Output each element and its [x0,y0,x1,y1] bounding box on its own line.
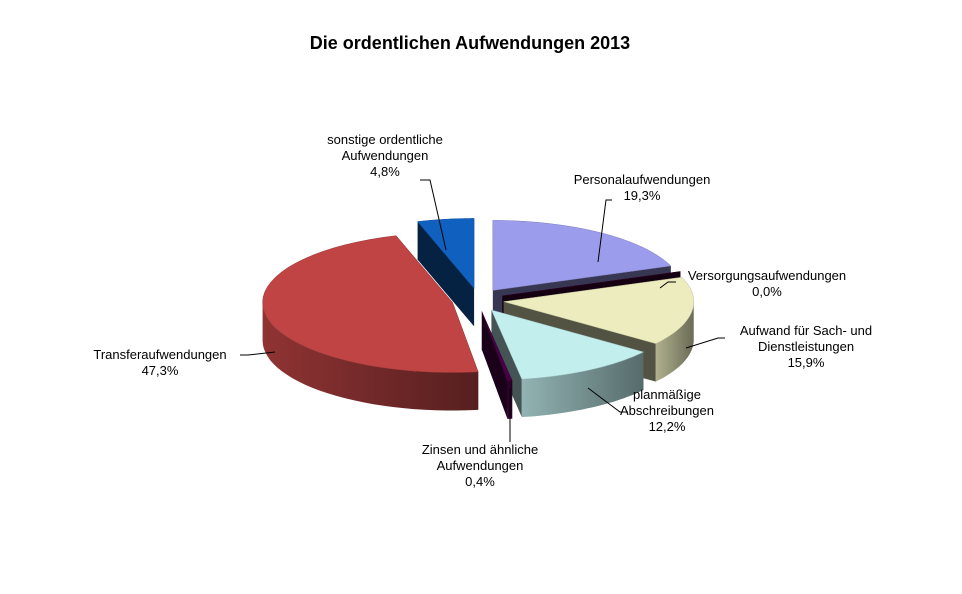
value-label: 4,8% [370,164,400,179]
value-label: 12,2% [648,419,686,434]
category-label: Zinsen und ähnliche Aufwendungen [421,442,539,473]
slice-wall [481,311,508,419]
slice-label: planmäßige Abschreibungen 12,2% [597,387,737,435]
slice-top [503,276,694,344]
value-label: 47,3% [141,363,179,378]
value-label: 0,4% [465,474,495,489]
slice-side [521,352,644,418]
leader-line [240,351,276,356]
slice-side [655,301,694,382]
slice-label: sonstige ordentliche Aufwendungen 4,8% [315,132,455,180]
leader-line [420,179,447,251]
slice-label: Transferaufwendungen 47,3% [70,347,250,379]
slice-top [492,220,672,291]
leader-line [685,337,725,349]
value-label: 19,3% [623,188,661,203]
value-label: 15,9% [787,355,825,370]
category-label: Transferaufwendungen [93,347,227,362]
slice-label: Zinsen und ähnliche Aufwendungen 0,4% [405,442,555,490]
category-label: Personalaufwendungen [573,172,711,187]
value-label: 0,0% [752,284,782,299]
leader-line [597,199,612,263]
slice [417,218,475,327]
slice-top [481,311,513,382]
slice-wall [491,310,522,418]
slice [491,309,645,418]
slice-side [262,302,479,411]
category-label: Versorgungsaufwendungen [687,268,847,283]
slice-top [491,309,645,380]
slice [262,235,479,411]
chart-title: Die ordentlichen Aufwendungen 2013 [309,33,631,53]
slice-wall [417,221,475,327]
slice [481,311,513,419]
slice-label: Versorgungsaufwendungen 0,0% [667,268,867,300]
slice-top [262,235,479,373]
category-label: Aufwand für Sach- und Dienstleistungen [739,323,873,354]
category-label: planmäßige Abschreibungen [620,387,714,418]
slice-top [502,271,681,297]
slice-top [417,218,475,290]
slice-label: Aufwand für Sach- und Dienstleistungen 15… [721,323,891,371]
leader-line [659,281,676,289]
category-label: sonstige ordentliche Aufwendungen [327,132,443,163]
slice-label: Personalaufwendungen 19,3% [552,172,732,204]
leader-line [587,387,628,413]
